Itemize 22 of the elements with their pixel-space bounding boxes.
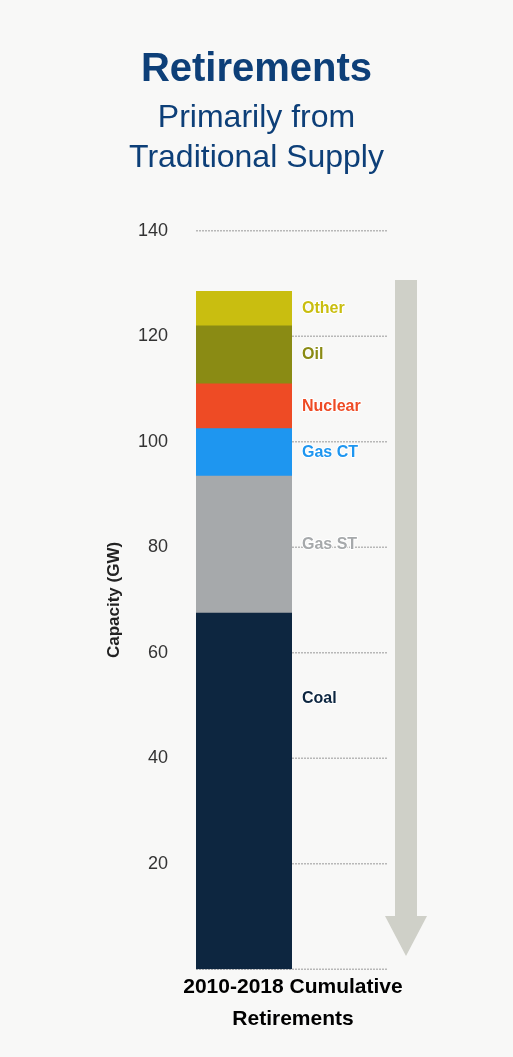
y-axis-title: Capacity (GW)	[103, 541, 123, 659]
bar	[196, 383, 292, 429]
chart-subtitle: Primarily from Traditional Supply	[128, 97, 385, 176]
series-label: Coal	[302, 688, 337, 706]
bar	[196, 291, 292, 327]
y-tick-label: 140	[137, 219, 168, 240]
chart-title: Retirements	[139, 45, 374, 90]
bar	[196, 325, 292, 385]
y-tick-label: 100	[137, 430, 168, 451]
bar	[196, 612, 292, 970]
bar	[196, 475, 292, 614]
y-tick-label: 60	[147, 641, 168, 662]
y-tick-label: 40	[147, 747, 168, 768]
series-label: Other	[302, 299, 345, 316]
y-tick-label: 120	[137, 325, 168, 346]
series-label: Oil	[302, 345, 324, 363]
series-label: Nuclear	[302, 396, 361, 414]
y-tick-label: 80	[147, 536, 168, 557]
bar	[196, 428, 292, 477]
x-axis-title: 2010-2018 Cumulative Retirements	[182, 973, 404, 1031]
y-tick-label: 20	[147, 852, 168, 873]
series-label: Gas CT	[302, 442, 359, 460]
